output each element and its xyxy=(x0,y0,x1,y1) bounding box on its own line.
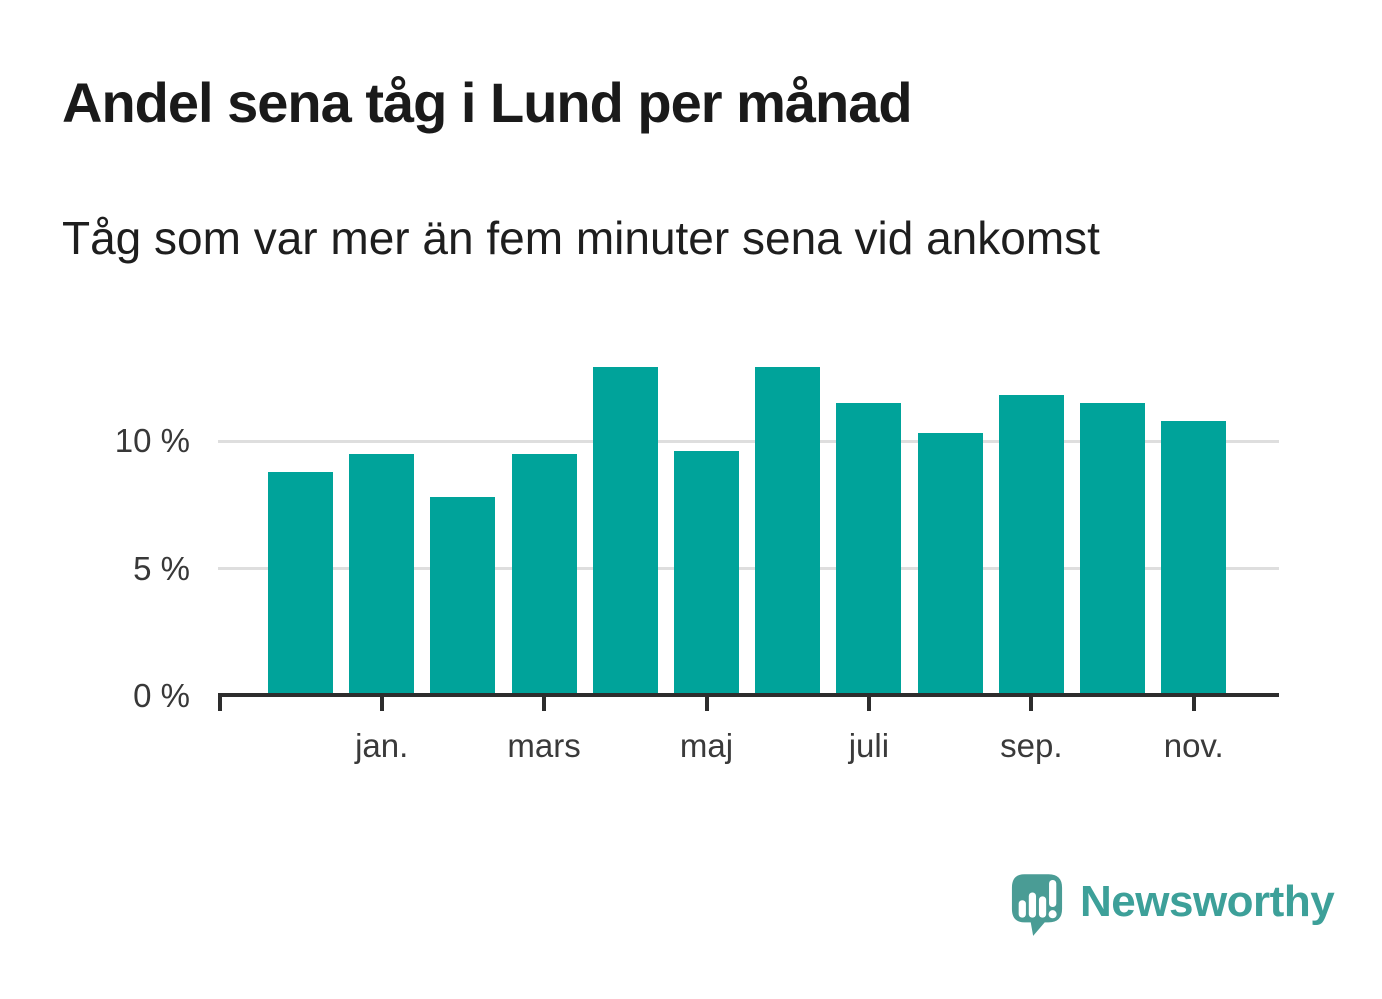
x-axis-tick xyxy=(542,696,547,711)
bar xyxy=(998,395,1064,696)
y-gridline xyxy=(218,567,1279,570)
bar xyxy=(592,367,658,696)
x-axis-label: mars xyxy=(507,727,581,764)
x-axis-tick xyxy=(379,696,384,711)
x-axis-tick xyxy=(218,696,222,711)
x-axis-label: jan. xyxy=(355,727,409,764)
x-axis-label: juli xyxy=(848,727,890,764)
y-gridline xyxy=(218,439,1279,443)
y-axis-label: 0 % xyxy=(133,677,190,714)
x-axis-tick xyxy=(704,696,709,711)
x-axis-label: sep. xyxy=(1000,727,1063,764)
y-axis-label: 10 % xyxy=(114,422,190,459)
bar xyxy=(349,453,415,696)
bar xyxy=(268,471,333,696)
x-axis-label: nov. xyxy=(1163,727,1224,764)
bar xyxy=(1080,402,1145,696)
bar xyxy=(917,433,983,696)
bar xyxy=(836,402,902,696)
y-axis-label: 5 % xyxy=(133,549,190,587)
x-axis-tick xyxy=(866,696,871,711)
chart-subtitle: Tåg som var mer än fem minuter sena vid … xyxy=(62,212,1100,264)
bar xyxy=(755,367,821,696)
bar xyxy=(511,453,577,696)
x-axis-label: maj xyxy=(679,727,734,764)
bar xyxy=(1161,420,1227,696)
x-axis-tick xyxy=(1191,696,1196,711)
newsworthy-logo-text: Newsworthy xyxy=(1080,877,1335,926)
chart-title: Andel sena tåg i Lund per månad xyxy=(62,71,913,134)
x-axis-line xyxy=(218,692,1279,697)
newsworthy-logo-icon xyxy=(1011,874,1063,936)
newsworthy-branding: Newsworthy xyxy=(1010,872,1335,944)
bar xyxy=(430,497,496,696)
bar xyxy=(674,451,739,696)
x-axis-tick xyxy=(1029,696,1034,711)
